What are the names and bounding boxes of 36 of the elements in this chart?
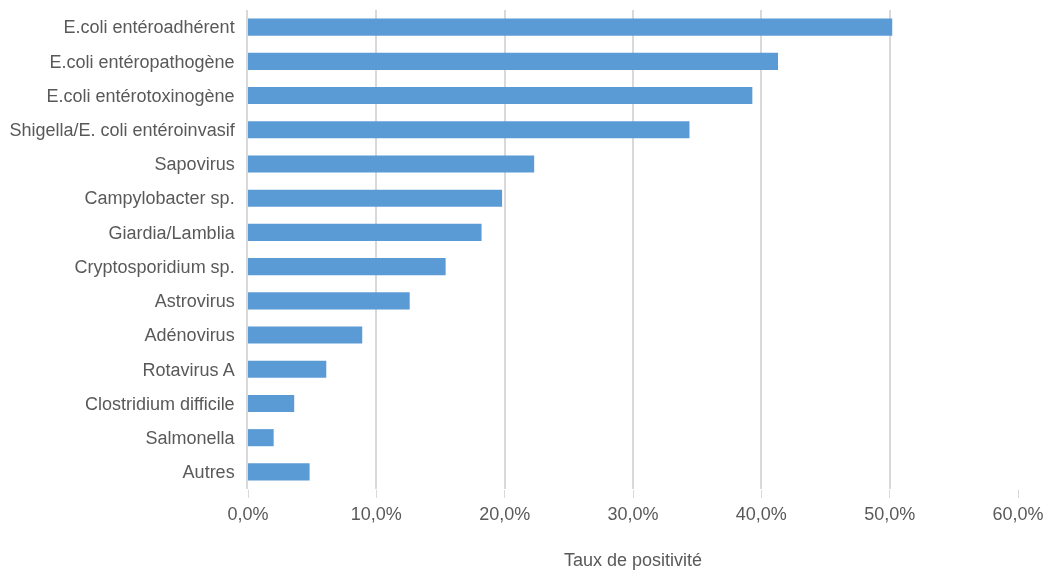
bar [248,155,535,173]
x-axis-title: Taux de positivité [563,549,703,570]
y-tick-label: E.coli entéroadhérent [63,17,235,38]
bar [248,394,295,413]
x-tick-label: 30,0% [607,503,659,524]
y-tick-label: Astrovirus [154,291,235,312]
y-tick-label: Salmonella [145,427,236,448]
bar [248,223,482,241]
bar [248,258,446,276]
y-tick-label: E.coli entéropathogène [49,51,235,72]
bar [248,292,410,310]
y-tick-label: Clostridium difficile [84,393,235,414]
y-tick-label: Giardia/Lamblia [108,222,236,243]
x-tick-label: 60,0% [992,503,1044,524]
x-tick-label: 40,0% [735,503,787,524]
y-tick-label: Shigella/E. coli entéroinvasif [9,120,236,141]
bar [248,463,310,481]
x-tick-label: 10,0% [350,503,402,524]
bar [248,360,327,378]
y-tick-label: Autres [182,462,235,483]
y-tick-label: Campylobacter sp. [84,188,235,209]
bar [248,326,363,344]
x-tick-label: 50,0% [864,503,916,524]
y-tick-label: Cryptosporidium sp. [74,256,235,277]
y-tick-label: Adénovirus [144,325,235,346]
bar [248,52,779,70]
y-tick-label: Sapovirus [154,154,235,175]
bar [248,189,503,207]
bar [248,121,690,139]
x-tick-label: 0,0% [227,503,269,524]
bar [248,86,753,105]
y-tick-label: Rotavirus A [142,359,235,380]
bar [248,18,893,36]
y-tick-label: E.coli entérotoxinogène [46,85,235,106]
bar [248,429,274,447]
x-tick-label: 20,0% [479,503,531,524]
